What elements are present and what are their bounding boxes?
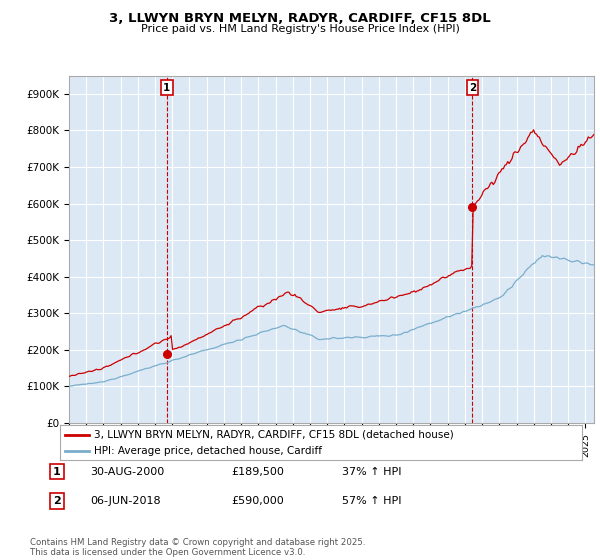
Text: 06-JUN-2018: 06-JUN-2018	[90, 496, 161, 506]
Text: 2: 2	[53, 496, 61, 506]
Text: HPI: Average price, detached house, Cardiff: HPI: Average price, detached house, Card…	[94, 446, 322, 456]
Text: 30-AUG-2000: 30-AUG-2000	[90, 466, 164, 477]
Text: 2: 2	[469, 83, 476, 93]
Text: 57% ↑ HPI: 57% ↑ HPI	[342, 496, 401, 506]
Text: 3, LLWYN BRYN MELYN, RADYR, CARDIFF, CF15 8DL (detached house): 3, LLWYN BRYN MELYN, RADYR, CARDIFF, CF1…	[94, 430, 454, 440]
Text: 37% ↑ HPI: 37% ↑ HPI	[342, 466, 401, 477]
Text: Contains HM Land Registry data © Crown copyright and database right 2025.
This d: Contains HM Land Registry data © Crown c…	[30, 538, 365, 557]
Text: 1: 1	[163, 83, 170, 93]
Text: £189,500: £189,500	[231, 466, 284, 477]
Text: Price paid vs. HM Land Registry's House Price Index (HPI): Price paid vs. HM Land Registry's House …	[140, 24, 460, 34]
Text: 1: 1	[53, 466, 61, 477]
Text: 3, LLWYN BRYN MELYN, RADYR, CARDIFF, CF15 8DL: 3, LLWYN BRYN MELYN, RADYR, CARDIFF, CF1…	[109, 12, 491, 25]
Text: £590,000: £590,000	[231, 496, 284, 506]
